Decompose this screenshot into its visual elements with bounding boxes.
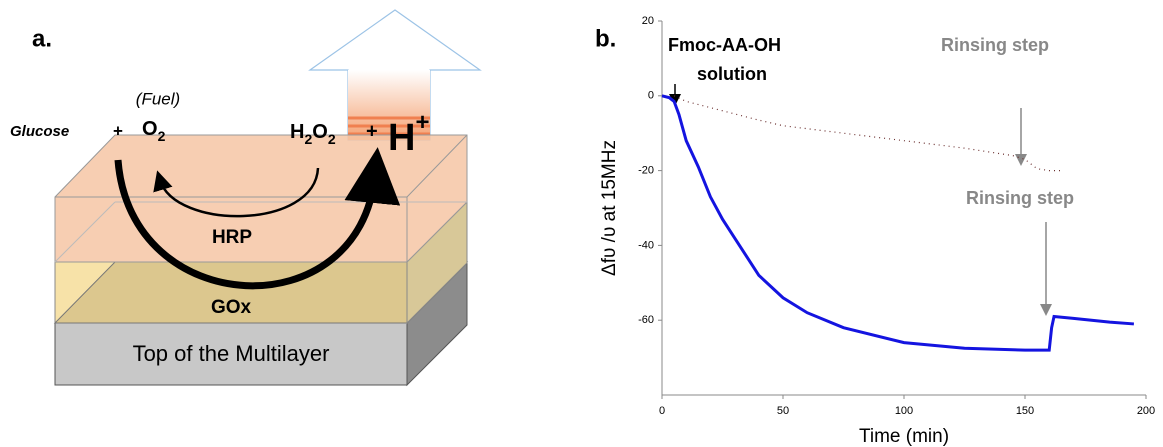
stripes bbox=[348, 116, 430, 136]
gox-label: GOx bbox=[211, 297, 252, 318]
annotation: solution bbox=[697, 64, 767, 84]
o: O bbox=[142, 118, 158, 140]
h: H bbox=[290, 121, 304, 143]
x-tick-label: 100 bbox=[895, 405, 913, 417]
series-line bbox=[673, 95, 1062, 172]
base-label: Top of the Multilayer bbox=[133, 341, 330, 366]
panel-label: b. bbox=[595, 25, 616, 52]
x-tick-label: 0 bbox=[659, 405, 665, 417]
annotation: Rinsing step bbox=[941, 35, 1049, 55]
x-tick-label: 150 bbox=[1016, 405, 1034, 417]
panel-label: a. bbox=[32, 25, 52, 52]
h: H bbox=[388, 117, 415, 159]
y-tick-label: 0 bbox=[648, 90, 654, 102]
arrow-fill bbox=[348, 70, 430, 140]
sub: 2 bbox=[304, 131, 312, 147]
chart: b. Time (min) Δfυ /υ at 15MHz Fmoc-AA-OH… bbox=[595, 15, 1155, 447]
annotation: Fmoc-AA-OH bbox=[668, 35, 781, 55]
sub: 2 bbox=[158, 128, 166, 144]
plus: + bbox=[113, 121, 123, 140]
sub: 2 bbox=[328, 131, 336, 147]
plus: + bbox=[366, 120, 378, 142]
x-axis-label: Time (min) bbox=[859, 426, 949, 447]
reaction-arrow bbox=[114, 147, 401, 290]
h2o2: H2O2 bbox=[290, 121, 336, 146]
o2: O2 bbox=[142, 118, 166, 143]
diagram: a. (Fuel) Glucose + O2 H2O2 + H+ HRP GOx… bbox=[10, 9, 482, 387]
annotation: Rinsing step bbox=[966, 188, 1074, 208]
y-tick-label: -20 bbox=[638, 165, 654, 177]
series-line bbox=[661, 94, 1135, 352]
gox-top bbox=[53, 261, 469, 324]
hrp-edge bbox=[54, 201, 116, 263]
y-tick-label: 20 bbox=[642, 15, 654, 27]
glucose-label: Glucose bbox=[10, 123, 69, 140]
x-tick-label: 200 bbox=[1137, 405, 1155, 417]
o: O bbox=[312, 121, 328, 143]
x-tick-label: 50 bbox=[777, 405, 789, 417]
y-tick-label: -60 bbox=[638, 314, 654, 326]
hrp-label: HRP bbox=[212, 227, 252, 248]
fuel-label: (Fuel) bbox=[136, 89, 180, 108]
y-tick-label: -40 bbox=[638, 239, 654, 251]
sup: + bbox=[415, 109, 429, 136]
proton: H+ bbox=[388, 109, 429, 159]
reaction-arrow bbox=[153, 167, 320, 218]
y-axis-label: Δfυ /υ at 15MHz bbox=[599, 140, 620, 276]
